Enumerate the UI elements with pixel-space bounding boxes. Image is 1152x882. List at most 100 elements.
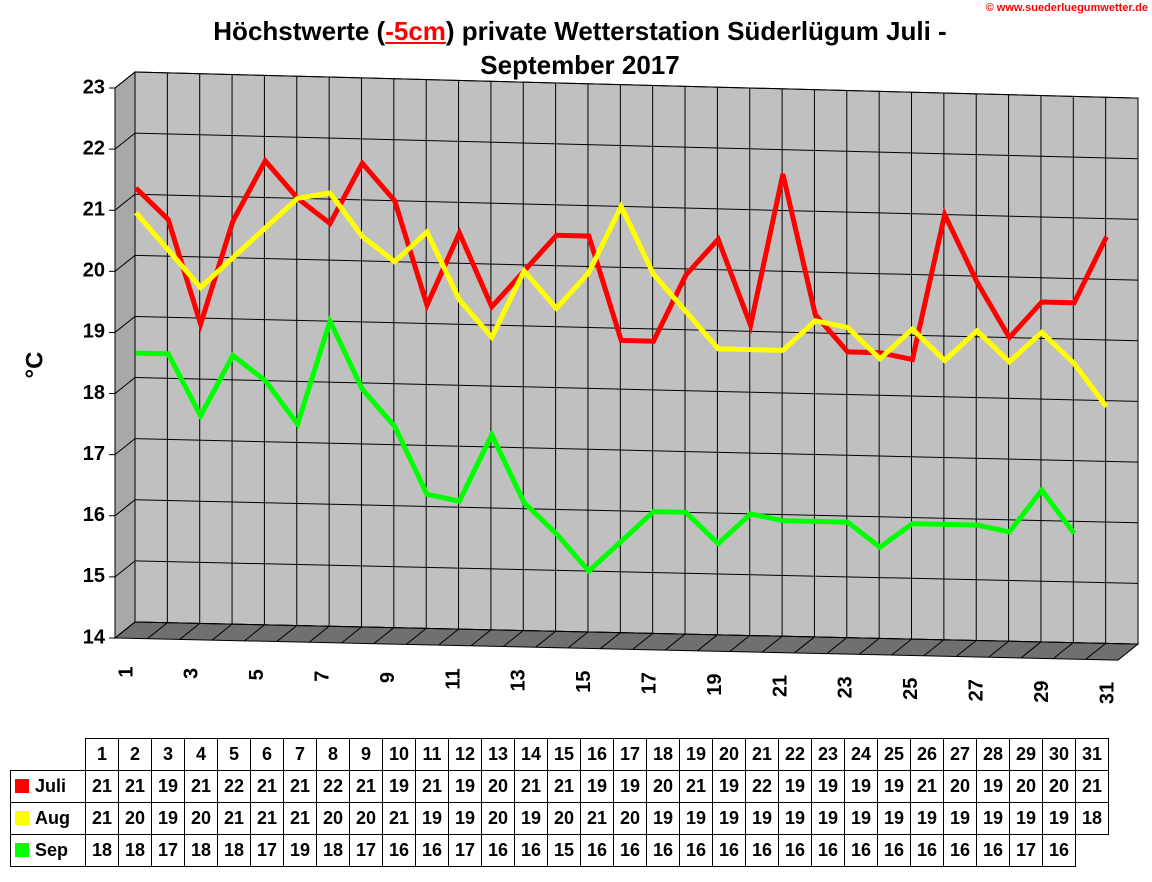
table-cell: 17 (151, 834, 185, 867)
y-tick-label: 21 (83, 199, 105, 221)
table-cell: 21 (382, 802, 416, 835)
table-cell: 19 (580, 770, 614, 803)
row-label: Aug (10, 802, 86, 835)
table-cell: 19 (712, 802, 746, 835)
table-cell: 19 (778, 770, 812, 803)
table-cell: 16 (514, 834, 548, 867)
floor-grid (470, 629, 492, 647)
y-tick-label: 23 (83, 76, 105, 98)
side-wall (114, 70, 136, 640)
header-cell: 22 (778, 738, 812, 771)
table-cell: 19 (415, 802, 449, 835)
header-cell: 23 (811, 738, 845, 771)
blank-cell (11, 739, 86, 771)
table-cell: 20 (943, 770, 977, 803)
table-cell: 18 (217, 834, 251, 867)
floor-grid (341, 626, 362, 644)
header-cell: 8 (316, 738, 350, 771)
table-cell: 16 (580, 834, 614, 867)
table-cell: 18 (118, 834, 152, 867)
table-cell: 20 (1042, 770, 1076, 803)
header-cell: 25 (877, 738, 911, 771)
floor-grid (600, 632, 621, 650)
table-cell: 16 (646, 834, 680, 867)
chart-title: Höchstwerte (-5cm) private Wetterstation… (160, 14, 1000, 82)
table-cell: 21 (1075, 770, 1109, 803)
table-cell: 19 (646, 802, 680, 835)
table-cell: 20 (547, 802, 581, 835)
floor-grid (147, 622, 168, 640)
grid-line (134, 499, 1139, 524)
floor-grid (502, 630, 524, 647)
floor-grid (761, 635, 783, 653)
header-cell: 9 (349, 738, 383, 771)
floor-grid (1052, 642, 1074, 660)
header-cell: 21 (745, 738, 779, 771)
floor-grid (405, 628, 427, 645)
header-cell: 17 (613, 738, 647, 771)
x-tick-label: 21 (769, 675, 791, 697)
table-cell: 16 (877, 834, 911, 867)
header-cell: 5 (217, 738, 251, 771)
header-cell: 10 (382, 738, 416, 771)
y-tick-label: 16 (83, 504, 105, 526)
table-row: Sep 18 18 17 18 18 17 19 18 17 16 16 17 16 16 15 16 16 16 1… (10, 834, 1109, 867)
back-wall (134, 71, 1139, 645)
table-cell: 21 (580, 802, 614, 835)
table-header-row: 1 2 3 4 5 6 7 8 9 10 11 12 13 14 15 16 17 18 19 20 21 22 23 24 2… (11, 738, 1109, 771)
header-cell: 19 (679, 738, 713, 771)
table-cell: 22 (316, 770, 350, 803)
floor-grid (923, 639, 945, 657)
x-tick-label: 9 (377, 672, 399, 683)
table-cell: 16 (910, 834, 944, 867)
x-tick-label: 25 (900, 678, 922, 700)
floor-grid (988, 640, 1009, 658)
floor-grid (244, 624, 265, 642)
side-grid-line (114, 71, 136, 89)
table-cell: 19 (1042, 802, 1076, 835)
row-label: Sep (10, 834, 86, 867)
grid-line (134, 438, 1139, 463)
table-cell: 15 (547, 834, 581, 867)
y-axis-label: °C (21, 352, 48, 379)
grid-line (134, 132, 1139, 160)
floor-grid (826, 637, 848, 655)
x-tick-label: 19 (704, 673, 726, 695)
side-grid-line (114, 438, 136, 456)
table-cell: 21 (85, 802, 119, 835)
header-cell: 12 (448, 738, 482, 771)
table-cell: 19 (910, 802, 944, 835)
table-cell: 21 (217, 802, 251, 835)
side-grid-line (114, 132, 136, 150)
table-cell: 17 (1009, 834, 1043, 867)
table-cell: 19 (448, 770, 482, 803)
table-row: Aug 21 20 19 20 21 21 21 20 20 21 19 19 20 19 20 21 20 19 1… (10, 802, 1109, 835)
table-cell: 16 (745, 834, 779, 867)
legend-label: Aug (35, 808, 70, 828)
legend-swatch (15, 843, 29, 857)
x-tick-label: 29 (1031, 680, 1053, 702)
table-cell: 21 (250, 770, 284, 803)
y-tick-label: 19 (83, 321, 105, 343)
table-cell: 19 (778, 802, 812, 835)
table-row: Juli 21 21 19 21 22 21 21 22 21 19 21 19 20 21 21 19 19 20… (10, 770, 1109, 803)
row-label: Juli (10, 770, 86, 803)
table-cell (1076, 835, 1109, 867)
side-grid-line (114, 560, 136, 578)
floor-grid (1020, 641, 1042, 659)
x-tick-label: 5 (246, 669, 268, 680)
grid-line (134, 71, 1139, 99)
x-tick-label: 1 (115, 666, 137, 677)
header-cell: 14 (514, 738, 548, 771)
floor-grid (179, 623, 201, 640)
table-cell: 19 (283, 834, 317, 867)
table-cell: 18 (85, 834, 119, 867)
side-grid-line (114, 377, 136, 394)
x-tick-label: 3 (181, 668, 203, 679)
table-cell: 21 (415, 770, 449, 803)
table-cell: 20 (1009, 770, 1043, 803)
table-cell: 16 (976, 834, 1010, 867)
title-text: ) private Wetterstation Süderlügum Juli … (445, 16, 947, 80)
floor-grid (535, 630, 556, 648)
header-cell: 13 (481, 738, 515, 771)
